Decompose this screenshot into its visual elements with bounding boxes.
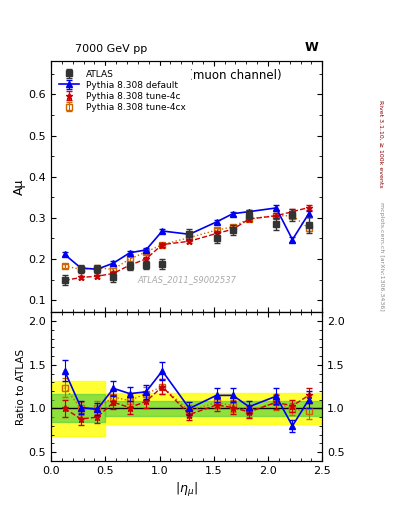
- Text: Asymmetry vsη (muon channel): Asymmetry vsη (muon channel): [92, 69, 281, 82]
- Legend: ATLAS, Pythia 8.308 default, Pythia 8.308 tune-4c, Pythia 8.308 tune-4cx: ATLAS, Pythia 8.308 default, Pythia 8.30…: [55, 66, 190, 116]
- Text: ATLAS_2011_S9002537: ATLAS_2011_S9002537: [137, 275, 236, 284]
- Text: Rivet 3.1.10, ≥ 100k events: Rivet 3.1.10, ≥ 100k events: [379, 99, 384, 187]
- Y-axis label: Ratio to ATLAS: Ratio to ATLAS: [16, 349, 26, 424]
- Text: mcplots.cern.ch [arXiv:1306.3436]: mcplots.cern.ch [arXiv:1306.3436]: [379, 202, 384, 310]
- Text: W: W: [305, 41, 318, 54]
- Text: 7000 GeV pp: 7000 GeV pp: [75, 44, 147, 54]
- Y-axis label: Aμ: Aμ: [13, 179, 26, 195]
- X-axis label: $|\eta_\mu|$: $|\eta_\mu|$: [175, 481, 198, 499]
